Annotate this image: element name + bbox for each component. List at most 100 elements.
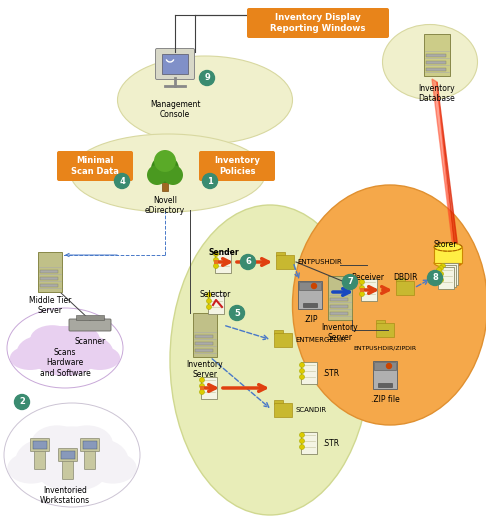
Circle shape xyxy=(207,304,211,309)
Text: 5: 5 xyxy=(234,308,240,317)
Circle shape xyxy=(203,173,218,189)
Text: Inventory
Server: Inventory Server xyxy=(187,360,223,379)
Text: Inventory
Database: Inventory Database xyxy=(418,84,455,103)
Text: Minimal
Scan Data: Minimal Scan Data xyxy=(71,156,119,176)
FancyBboxPatch shape xyxy=(35,451,46,469)
FancyBboxPatch shape xyxy=(162,54,188,74)
Text: .ZIP file: .ZIP file xyxy=(371,395,399,404)
Ellipse shape xyxy=(10,346,51,370)
FancyBboxPatch shape xyxy=(373,361,397,389)
FancyBboxPatch shape xyxy=(40,270,58,273)
Text: .STR: .STR xyxy=(322,368,339,378)
Circle shape xyxy=(241,254,256,269)
FancyBboxPatch shape xyxy=(214,260,218,264)
Text: Scans
Hardware
and Software: Scans Hardware and Software xyxy=(40,348,90,378)
Circle shape xyxy=(163,165,183,185)
FancyBboxPatch shape xyxy=(195,335,213,338)
Circle shape xyxy=(199,390,205,394)
Circle shape xyxy=(229,305,244,320)
Ellipse shape xyxy=(30,325,74,353)
FancyBboxPatch shape xyxy=(396,278,405,282)
Circle shape xyxy=(299,375,305,379)
FancyBboxPatch shape xyxy=(376,323,394,337)
Ellipse shape xyxy=(31,425,83,462)
FancyBboxPatch shape xyxy=(69,319,111,331)
FancyBboxPatch shape xyxy=(303,303,317,307)
Text: 8: 8 xyxy=(432,274,438,282)
Ellipse shape xyxy=(61,425,113,462)
Text: 6: 6 xyxy=(245,257,251,267)
Text: Inventory Display
Reporting Windows: Inventory Display Reporting Windows xyxy=(270,14,366,33)
Ellipse shape xyxy=(434,259,462,267)
FancyBboxPatch shape xyxy=(57,151,133,181)
Text: .STR: .STR xyxy=(322,439,339,448)
Ellipse shape xyxy=(7,452,55,483)
Ellipse shape xyxy=(38,455,106,491)
Circle shape xyxy=(207,299,211,304)
Text: Receiver: Receiver xyxy=(351,273,384,282)
FancyBboxPatch shape xyxy=(426,68,446,71)
Circle shape xyxy=(440,269,446,275)
Text: Inventoried
Workstations: Inventoried Workstations xyxy=(40,486,90,505)
FancyBboxPatch shape xyxy=(274,333,292,347)
Ellipse shape xyxy=(434,243,462,251)
FancyBboxPatch shape xyxy=(301,432,317,454)
Ellipse shape xyxy=(89,452,137,483)
Circle shape xyxy=(386,364,392,368)
Ellipse shape xyxy=(170,205,370,515)
FancyBboxPatch shape xyxy=(58,449,77,462)
Circle shape xyxy=(15,394,30,410)
Circle shape xyxy=(440,276,446,280)
Circle shape xyxy=(360,279,364,284)
FancyBboxPatch shape xyxy=(200,386,204,390)
FancyBboxPatch shape xyxy=(434,247,462,263)
FancyBboxPatch shape xyxy=(426,54,446,57)
FancyBboxPatch shape xyxy=(61,451,75,459)
FancyBboxPatch shape xyxy=(156,48,194,80)
Circle shape xyxy=(312,283,316,289)
FancyBboxPatch shape xyxy=(276,255,294,269)
FancyBboxPatch shape xyxy=(274,403,292,417)
Text: Storer: Storer xyxy=(433,240,457,249)
Circle shape xyxy=(151,155,179,183)
Text: Middle Tier
Server: Middle Tier Server xyxy=(29,296,71,315)
Circle shape xyxy=(438,266,444,270)
Ellipse shape xyxy=(382,24,478,100)
FancyBboxPatch shape xyxy=(378,383,392,387)
FancyBboxPatch shape xyxy=(361,279,377,301)
Text: Selector: Selector xyxy=(199,290,231,299)
Text: 1: 1 xyxy=(207,177,213,185)
FancyBboxPatch shape xyxy=(374,362,396,370)
Text: ENTPUSHDIR: ENTPUSHDIR xyxy=(297,259,342,265)
Text: 2: 2 xyxy=(19,398,25,406)
Circle shape xyxy=(299,368,305,374)
FancyBboxPatch shape xyxy=(330,298,348,301)
Circle shape xyxy=(199,70,214,85)
Text: Novell
eDirectory: Novell eDirectory xyxy=(145,196,185,215)
Text: 7: 7 xyxy=(347,278,353,287)
Text: Sender: Sender xyxy=(208,248,239,257)
Text: .ZIP: .ZIP xyxy=(303,315,317,324)
Ellipse shape xyxy=(118,56,293,144)
Circle shape xyxy=(438,271,444,277)
FancyBboxPatch shape xyxy=(328,276,352,320)
Circle shape xyxy=(299,439,305,443)
FancyBboxPatch shape xyxy=(274,400,283,404)
Circle shape xyxy=(199,378,205,382)
FancyBboxPatch shape xyxy=(274,330,283,334)
Circle shape xyxy=(199,383,205,389)
FancyBboxPatch shape xyxy=(201,377,217,399)
Text: DBDIR: DBDIR xyxy=(393,273,417,282)
Text: SCANDIR: SCANDIR xyxy=(295,407,326,413)
Circle shape xyxy=(436,279,441,284)
FancyBboxPatch shape xyxy=(396,281,414,295)
Circle shape xyxy=(428,270,442,286)
Circle shape xyxy=(207,292,211,297)
FancyBboxPatch shape xyxy=(301,362,317,384)
FancyBboxPatch shape xyxy=(81,439,100,452)
FancyBboxPatch shape xyxy=(40,277,58,280)
FancyBboxPatch shape xyxy=(440,265,456,287)
Circle shape xyxy=(299,432,305,438)
FancyBboxPatch shape xyxy=(299,282,321,290)
FancyBboxPatch shape xyxy=(40,284,58,287)
